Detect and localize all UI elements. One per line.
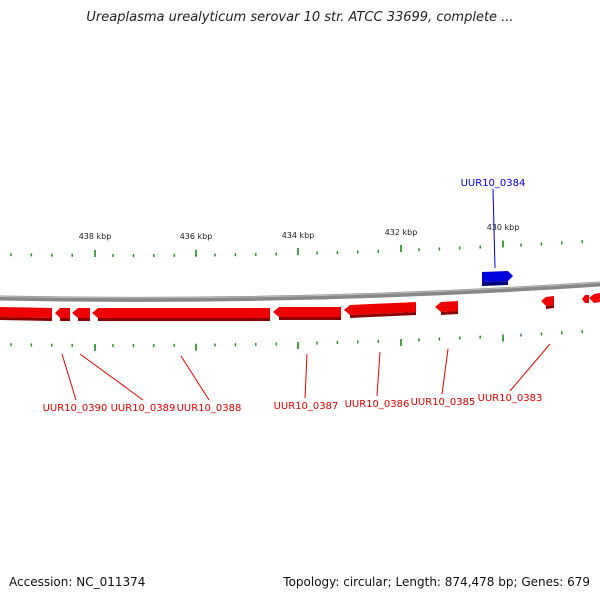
kbp-label-438: 438 kbp bbox=[79, 232, 112, 241]
label-leader-0384 bbox=[492, 188, 496, 269]
chromosome-backbone bbox=[0, 281, 600, 302]
gene-label-0387[interactable]: UUR10_0387 bbox=[274, 401, 339, 412]
gene-uur10-0390[interactable] bbox=[0, 307, 52, 321]
accession-text: Accession: NC_011374 bbox=[9, 575, 146, 589]
gene-uur10-0383[interactable] bbox=[541, 296, 554, 309]
kbp-label-436: 436 kbp bbox=[180, 232, 213, 241]
gene-label-0390[interactable]: UUR10_0390 bbox=[43, 403, 108, 414]
gene-partial-right[interactable] bbox=[582, 293, 600, 303]
gene-uur10-0389[interactable] bbox=[72, 308, 90, 321]
gene-uur10-0386[interactable] bbox=[344, 302, 416, 318]
kbp-label-434: 434 kbp bbox=[282, 231, 315, 240]
gene-label-0386[interactable]: UUR10_0386 bbox=[345, 399, 410, 410]
gene-label-0385[interactable]: UUR10_0385 bbox=[411, 397, 476, 408]
gene-uur10-0384[interactable] bbox=[482, 271, 513, 286]
kbp-label-432: 432 kbp bbox=[385, 228, 418, 237]
gene-uur10-0388[interactable] bbox=[92, 308, 270, 321]
gene-uur10-0390b[interactable] bbox=[55, 308, 70, 321]
label-leaders bbox=[61, 343, 551, 401]
tick-marks-top bbox=[10, 240, 583, 258]
gene-label-0384[interactable]: UUR10_0384 bbox=[461, 178, 526, 189]
gene-uur10-0387[interactable] bbox=[273, 307, 341, 320]
summary-text: Topology: circular; Length: 874,478 bp; … bbox=[283, 575, 590, 589]
gene-label-0389[interactable]: UUR10_0389 bbox=[111, 403, 176, 414]
gene-uur10-0385[interactable] bbox=[435, 301, 458, 315]
gene-label-0388[interactable]: UUR10_0388 bbox=[177, 403, 242, 414]
kbp-label-430: 430 kbp bbox=[487, 223, 520, 232]
map-title: Ureaplasma urealyticum serovar 10 str. A… bbox=[86, 10, 514, 25]
gene-label-0383[interactable]: UUR10_0383 bbox=[478, 393, 543, 404]
tick-marks-bottom bbox=[10, 330, 583, 351]
